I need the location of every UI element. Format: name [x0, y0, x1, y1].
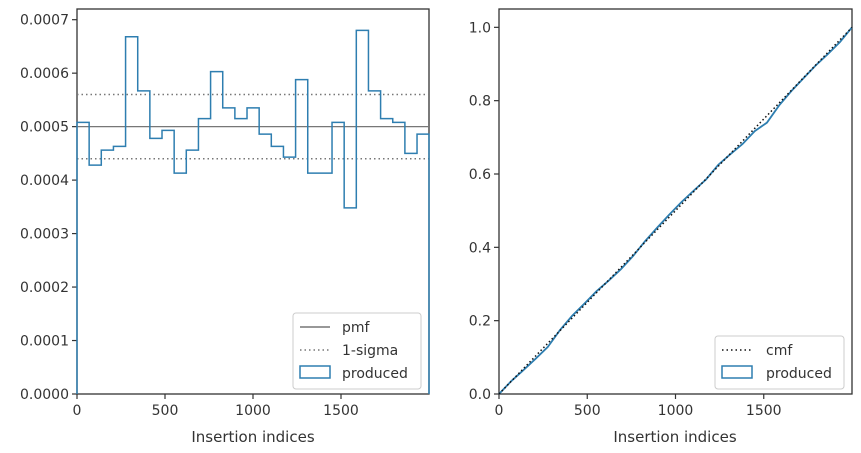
legend-cmf-label: cmf — [766, 343, 793, 359]
right-x-tick-label: 500 — [574, 403, 601, 419]
left-y-ticks: 0.0000 0.0001 0.0002 0.0003 0.0004 0.0005 0.00… — [20, 13, 77, 403]
right-y-tick-label: 0.4 — [469, 240, 491, 256]
legend-produced-marker-right — [721, 365, 753, 379]
right-x-tick-label: 0 — [495, 403, 504, 419]
left-y-tick-label: 0.0007 — [20, 13, 69, 29]
left-x-tick-label: 500 — [152, 403, 179, 419]
right-x-tick-label: 1500 — [746, 403, 782, 419]
legend-produced-label-right: produced — [766, 366, 832, 382]
left-y-tick-label: 0.0005 — [20, 120, 69, 136]
right-y-tick-label: 0.8 — [469, 94, 491, 110]
right-x-tick-label: 1000 — [658, 403, 694, 419]
left-y-tick-label: 0.0006 — [20, 66, 69, 82]
right-legend-box — [714, 335, 845, 390]
legend-produced-label: produced — [342, 366, 408, 382]
left-x-tick-label: 1500 — [323, 403, 359, 419]
left-x-tick-label: 0 — [73, 403, 82, 419]
right-y-tick-label: 0.6 — [469, 167, 491, 183]
left-series — [76, 29, 430, 394]
pmf-panel: 0.0000 0.0001 0.0002 0.0003 0.0004 0.0005 0.00… — [20, 8, 430, 446]
left-y-tick-label: 0.0004 — [20, 173, 69, 189]
left-legend: pmf 1-sigma produced — [292, 312, 422, 390]
right-y-tick-label: 0.2 — [469, 314, 491, 330]
right-x-ticks: 0 500 1000 1500 — [495, 394, 782, 419]
right-legend: cmf produced — [714, 335, 845, 390]
cmf-panel: 0.0 0.2 0.4 0.6 0.8 1.0 0 500 1000 1500 Insertio… — [469, 8, 853, 446]
cmf-line — [498, 26, 853, 395]
left-y-tick-label: 0.0001 — [20, 334, 69, 350]
left-y-tick-label: 0.0003 — [20, 227, 69, 243]
left-x-tick-label: 1000 — [235, 403, 271, 419]
left-x-ticks: 0 500 1000 1500 — [73, 394, 359, 419]
left-x-axis-label: Insertion indices — [191, 428, 314, 446]
right-x-axis-label: Insertion indices — [613, 428, 736, 446]
left-y-tick-label: 0.0002 — [20, 280, 69, 296]
right-y-tick-label: 1.0 — [469, 20, 491, 36]
right-y-ticks: 0.0 0.2 0.4 0.6 0.8 1.0 — [469, 20, 499, 403]
legend-pmf-label: pmf — [342, 320, 371, 336]
left-y-tick-label: 0.0000 — [20, 387, 69, 403]
produced-histogram — [76, 29, 430, 394]
right-series — [498, 26, 853, 395]
right-y-tick-label: 0.0 — [469, 387, 491, 403]
left-legend-box — [292, 312, 422, 390]
legend-produced-marker — [299, 365, 331, 379]
legend-1-sigma-label: 1-sigma — [342, 343, 398, 359]
